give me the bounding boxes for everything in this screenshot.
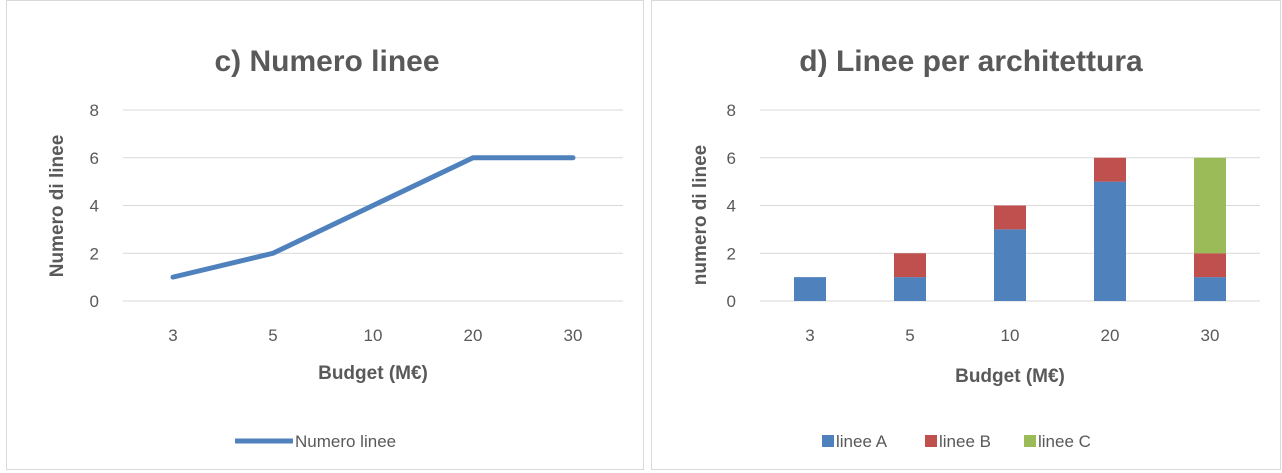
- line-chart: c) Numero linee 0 2 4 6 8 3 5 10 20 30 Numero di…: [47, 45, 623, 451]
- bar-segment: [994, 205, 1026, 230]
- x-axis-title: Budget (M€): [318, 363, 428, 384]
- y-tick-label: 0: [90, 292, 99, 311]
- chart-title: c) Numero linee: [214, 45, 439, 78]
- y-tick-label: 6: [727, 149, 736, 168]
- y-tick-label: 2: [90, 244, 99, 263]
- legend-swatch: [925, 435, 937, 447]
- legend-label: linee A: [836, 432, 888, 451]
- legend-label: linee C: [1038, 432, 1091, 451]
- legend-swatch: [822, 435, 834, 447]
- y-tick-label: 4: [90, 197, 99, 216]
- series-layer: [170, 155, 576, 280]
- legend: linee A linee B linee C: [822, 432, 1091, 451]
- x-tick-labels: 3 5 10 20 30: [805, 326, 1219, 345]
- y-tick-label: 8: [727, 101, 736, 120]
- y-tick-labels: 0 2 4 6 8: [727, 101, 736, 311]
- x-axis-title: Budget (M€): [955, 366, 1065, 387]
- bar-segment: [894, 253, 926, 278]
- y-tick-label: 0: [727, 292, 736, 311]
- stacked-bar-chart: d) Linee per architettura 0 2 4 6 8 3 5 10 20 30…: [690, 45, 1260, 451]
- y-tick-label: 8: [90, 101, 99, 120]
- bar-segment: [1194, 253, 1226, 278]
- x-tick-label: 5: [268, 326, 277, 345]
- legend-swatch: [1024, 435, 1036, 447]
- bar-segment: [1194, 277, 1226, 301]
- chart-title: d) Linee per architettura: [799, 45, 1143, 78]
- bar-segment: [994, 229, 1026, 301]
- y-tick-label: 6: [90, 149, 99, 168]
- y-tick-label: 4: [727, 197, 736, 216]
- bar-segment: [894, 277, 926, 301]
- x-tick-label: 20: [1101, 326, 1120, 345]
- bar-segment: [1094, 157, 1126, 182]
- legend: Numero linee: [235, 432, 396, 451]
- x-tick-label: 10: [364, 326, 383, 345]
- y-axis-title: numero di linee: [690, 145, 711, 285]
- x-tick-label: 3: [168, 326, 177, 345]
- bars-layer: [794, 157, 1226, 301]
- x-tick-label: 20: [464, 326, 483, 345]
- legend-label: Numero linee: [295, 432, 396, 451]
- bar-segment: [794, 277, 826, 301]
- x-tick-labels: 3 5 10 20 30: [168, 326, 582, 345]
- x-tick-label: 30: [564, 326, 583, 345]
- x-tick-label: 5: [905, 326, 914, 345]
- y-tick-labels: 0 2 4 6 8: [90, 101, 99, 311]
- x-tick-label: 30: [1201, 326, 1220, 345]
- chart-panel-line: c) Numero linee 0 2 4 6 8 3 5 10 20 30 Numero di…: [6, 0, 644, 470]
- legend-label: linee B: [939, 432, 991, 451]
- bar-segment: [1194, 157, 1226, 254]
- y-axis-title: Numero di linee: [47, 135, 68, 278]
- bar-segment: [1094, 181, 1126, 301]
- y-tick-label: 2: [727, 244, 736, 263]
- series-line: [170, 155, 576, 280]
- chart-panel-stacked-bar: d) Linee per architettura 0 2 4 6 8 3 5 10 20 30…: [651, 0, 1281, 470]
- x-tick-label: 10: [1001, 326, 1020, 345]
- x-tick-label: 3: [805, 326, 814, 345]
